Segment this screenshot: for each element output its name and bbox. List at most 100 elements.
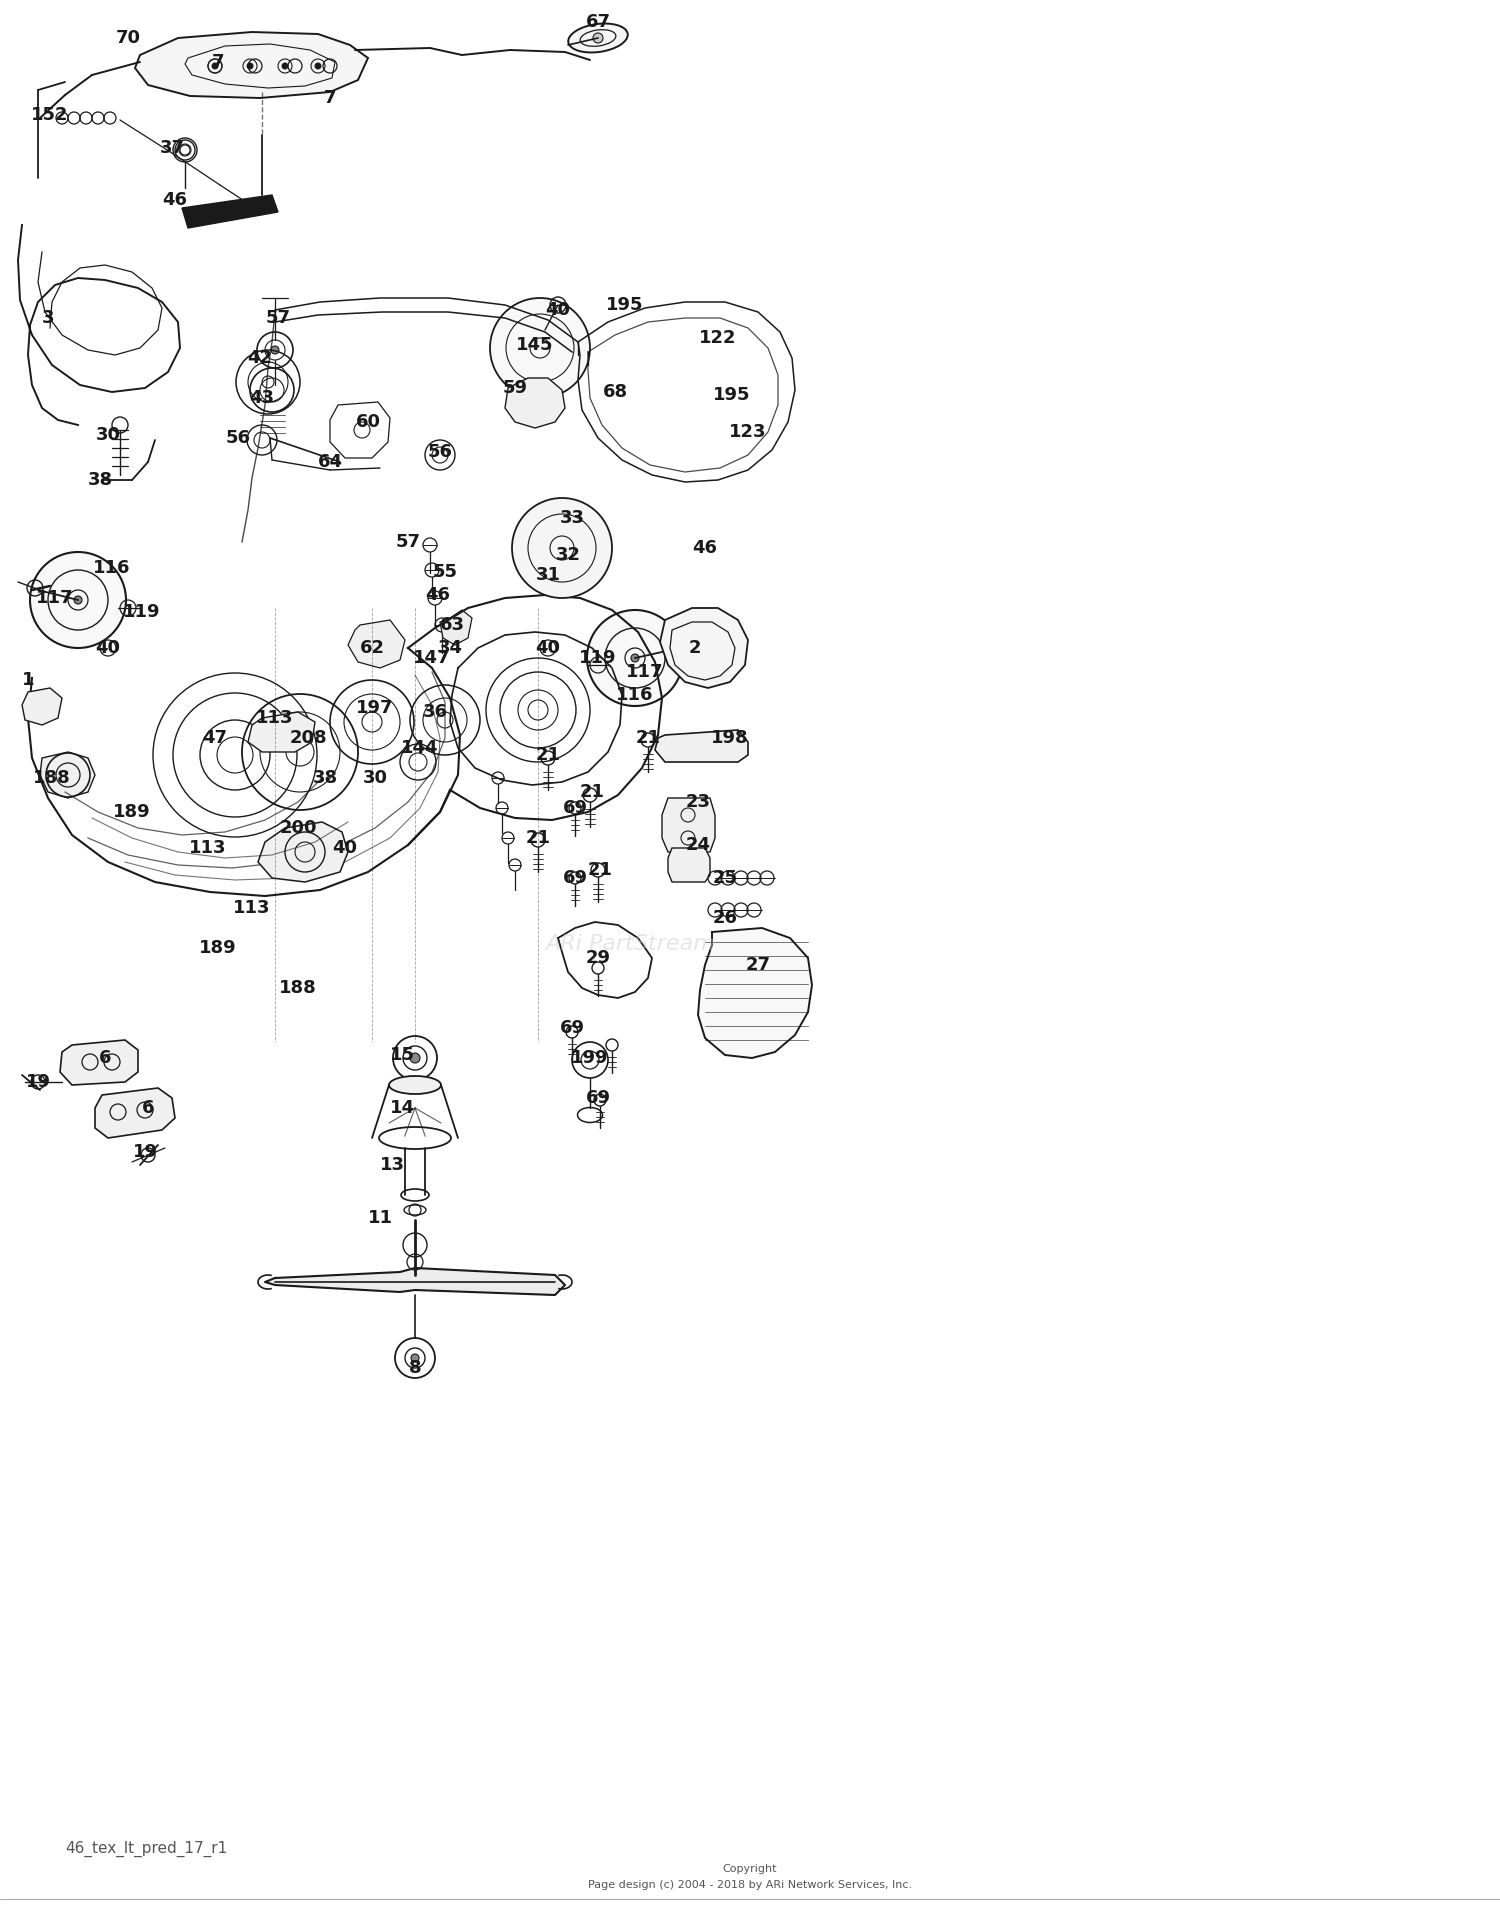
Circle shape <box>272 345 279 355</box>
Circle shape <box>490 297 590 399</box>
Text: 57: 57 <box>266 309 291 326</box>
Text: 38: 38 <box>87 471 112 488</box>
Text: 113: 113 <box>256 709 294 727</box>
Text: 30: 30 <box>363 769 387 788</box>
Text: 60: 60 <box>356 414 381 431</box>
Text: 1: 1 <box>21 671 34 688</box>
Text: 29: 29 <box>585 950 610 967</box>
Text: 197: 197 <box>357 700 393 717</box>
Text: 152: 152 <box>32 107 69 124</box>
Text: 122: 122 <box>699 330 736 347</box>
Text: Page design (c) 2004 - 2018 by ARi Network Services, Inc.: Page design (c) 2004 - 2018 by ARi Netwo… <box>588 1880 912 1890</box>
Text: 46: 46 <box>693 540 717 557</box>
Text: 6: 6 <box>99 1049 111 1068</box>
Text: 40: 40 <box>96 639 120 658</box>
Text: 33: 33 <box>560 509 585 526</box>
Text: 68: 68 <box>603 383 627 400</box>
Text: 27: 27 <box>746 955 771 974</box>
Text: 38: 38 <box>312 769 338 788</box>
Text: 113: 113 <box>234 898 270 917</box>
Polygon shape <box>182 195 278 229</box>
Text: 69: 69 <box>562 799 588 816</box>
Circle shape <box>592 32 603 44</box>
Text: 195: 195 <box>714 385 750 404</box>
Text: 70: 70 <box>116 29 141 48</box>
Text: 55: 55 <box>432 563 457 582</box>
Text: 64: 64 <box>318 454 342 471</box>
Text: 2: 2 <box>688 639 700 658</box>
Text: 13: 13 <box>380 1156 405 1175</box>
Text: 3: 3 <box>42 309 54 326</box>
Text: 200: 200 <box>279 818 316 837</box>
Text: 63: 63 <box>440 616 465 633</box>
Text: 15: 15 <box>390 1047 414 1064</box>
Text: 59: 59 <box>503 379 528 397</box>
Text: 46: 46 <box>162 191 188 210</box>
Text: 14: 14 <box>390 1098 414 1118</box>
Text: 69: 69 <box>585 1089 610 1106</box>
Circle shape <box>410 1053 420 1062</box>
Text: 40: 40 <box>536 639 561 658</box>
Text: 69: 69 <box>560 1018 585 1037</box>
Text: 119: 119 <box>123 603 160 622</box>
Text: 26: 26 <box>712 910 738 927</box>
Polygon shape <box>506 378 566 427</box>
Text: 36: 36 <box>423 704 447 721</box>
Text: 144: 144 <box>402 740 438 757</box>
Text: 56: 56 <box>225 429 251 446</box>
Polygon shape <box>440 610 472 645</box>
Text: 119: 119 <box>579 648 616 667</box>
Polygon shape <box>60 1039 138 1085</box>
Text: 40: 40 <box>546 301 570 318</box>
Circle shape <box>282 63 288 69</box>
Polygon shape <box>94 1089 176 1138</box>
Text: 145: 145 <box>516 336 554 355</box>
Circle shape <box>74 597 82 605</box>
Circle shape <box>550 536 574 561</box>
Circle shape <box>30 551 126 648</box>
Text: 42: 42 <box>248 349 273 366</box>
Text: 21: 21 <box>636 728 660 748</box>
Circle shape <box>512 498 612 599</box>
Ellipse shape <box>568 23 628 53</box>
Text: 31: 31 <box>536 566 561 584</box>
Text: 67: 67 <box>585 13 610 31</box>
Text: 116: 116 <box>93 559 130 578</box>
Text: ARi PartStream: ARi PartStream <box>544 934 716 954</box>
Text: 30: 30 <box>96 425 120 444</box>
Text: 11: 11 <box>368 1209 393 1226</box>
Polygon shape <box>248 711 315 751</box>
Text: 19: 19 <box>132 1142 158 1161</box>
Text: 189: 189 <box>112 803 152 822</box>
Text: 195: 195 <box>606 296 644 315</box>
Text: 189: 189 <box>200 938 237 957</box>
Text: 21: 21 <box>536 746 561 765</box>
Text: 19: 19 <box>26 1074 51 1091</box>
Text: Copyright: Copyright <box>723 1863 777 1875</box>
Text: 147: 147 <box>413 648 450 667</box>
Text: 24: 24 <box>686 835 711 854</box>
Text: 117: 117 <box>36 589 74 606</box>
Polygon shape <box>698 929 812 1058</box>
Text: 23: 23 <box>686 793 711 810</box>
Text: 117: 117 <box>627 664 663 681</box>
Text: 21: 21 <box>579 784 604 801</box>
Text: 113: 113 <box>189 839 226 856</box>
Polygon shape <box>266 1268 566 1295</box>
Text: 198: 198 <box>711 728 748 748</box>
Text: 188: 188 <box>279 978 316 997</box>
Text: 37: 37 <box>159 139 184 156</box>
Circle shape <box>586 610 682 706</box>
Text: 32: 32 <box>555 545 580 564</box>
Circle shape <box>211 63 217 69</box>
Polygon shape <box>656 730 748 763</box>
Text: 47: 47 <box>202 728 228 748</box>
Polygon shape <box>135 32 368 97</box>
Polygon shape <box>40 751 94 797</box>
Circle shape <box>315 63 321 69</box>
Text: 7: 7 <box>211 53 225 71</box>
Polygon shape <box>662 797 716 852</box>
Polygon shape <box>668 849 710 883</box>
Text: 69: 69 <box>562 870 588 887</box>
Text: 57: 57 <box>396 532 420 551</box>
